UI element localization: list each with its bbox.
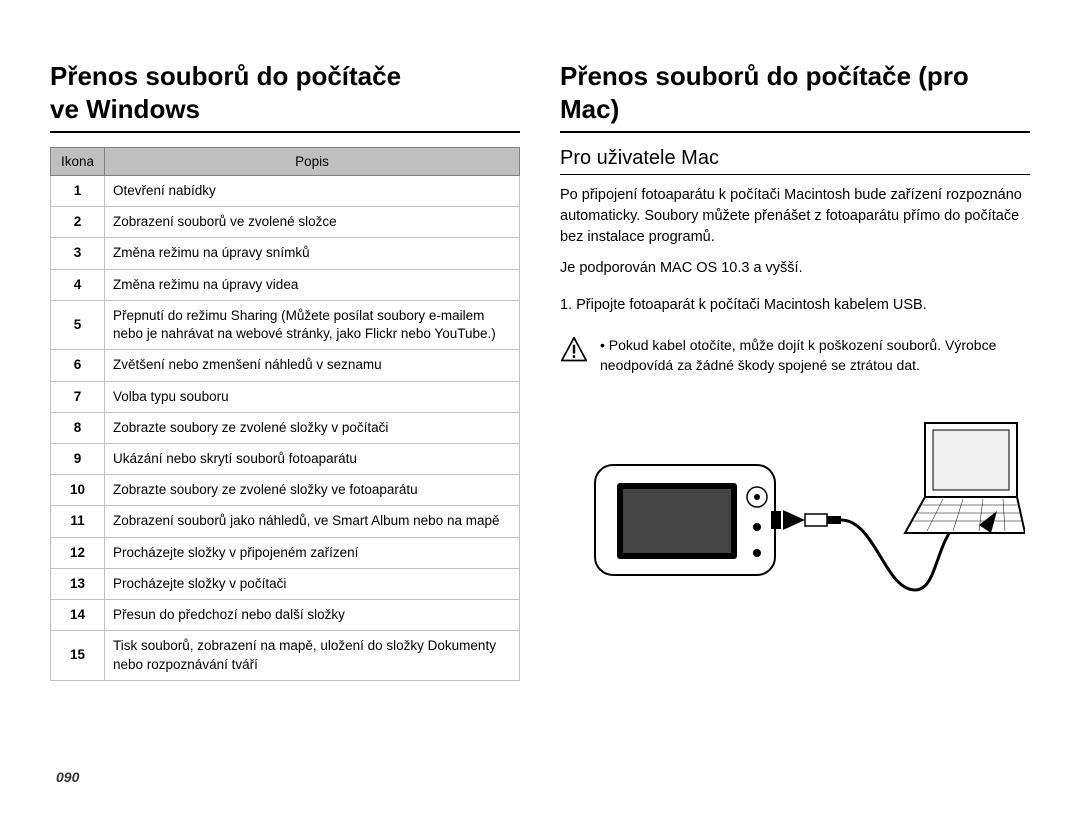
- row-number: 3: [51, 238, 105, 269]
- warning-block: Pokud kabel otočíte, může dojít k poškoz…: [560, 336, 1030, 375]
- table-row: 7Volba typu souboru: [51, 381, 520, 412]
- row-description: Zvětšení nebo zmenšení náhledů v seznamu: [105, 350, 520, 381]
- row-number: 1: [51, 176, 105, 207]
- right-column: Přenos souborů do počítače (pro Mac) Pro…: [560, 60, 1030, 681]
- table-header-row: Ikona Popis: [51, 148, 520, 176]
- table-row: 8Zobrazte soubory ze zvolené složky v po…: [51, 412, 520, 443]
- table-row: 2Zobrazení souborů ve zvolené složce: [51, 207, 520, 238]
- laptop-icon: [905, 423, 1025, 533]
- table-row: 15Tisk souborů, zobrazení na mapě, ulože…: [51, 631, 520, 680]
- row-description: Procházejte složky v připojeném zařízení: [105, 537, 520, 568]
- table-row: 10Zobrazte soubory ze zvolené složky ve …: [51, 475, 520, 506]
- row-number: 15: [51, 631, 105, 680]
- right-heading: Přenos souborů do počítače (pro Mac): [560, 60, 1030, 133]
- row-number: 6: [51, 350, 105, 381]
- row-number: 9: [51, 443, 105, 474]
- camera-icon: [595, 465, 781, 575]
- row-number: 10: [51, 475, 105, 506]
- row-description: Volba typu souboru: [105, 381, 520, 412]
- row-description: Zobrazte soubory ze zvolené složky v poč…: [105, 412, 520, 443]
- camera-to-laptop-illustration: [560, 405, 1030, 615]
- row-description: Přepnutí do režimu Sharing (Můžete posíl…: [105, 300, 520, 349]
- row-number: 12: [51, 537, 105, 568]
- table-body: 1Otevření nabídky2Zobrazení souborů ve z…: [51, 176, 520, 681]
- page-number: 090: [56, 769, 79, 785]
- table-header-desc: Popis: [105, 148, 520, 176]
- table-row: 9Ukázání nebo skrytí souborů fotoaparátu: [51, 443, 520, 474]
- row-number: 2: [51, 207, 105, 238]
- row-number: 7: [51, 381, 105, 412]
- left-heading: Přenos souborů do počítače ve Windows: [50, 60, 520, 133]
- arrow-icon: [783, 510, 805, 530]
- table-row: 1Otevření nabídky: [51, 176, 520, 207]
- row-description: Otevření nabídky: [105, 176, 520, 207]
- row-description: Přesun do předchozí nebo další složky: [105, 600, 520, 631]
- row-number: 5: [51, 300, 105, 349]
- row-number: 11: [51, 506, 105, 537]
- table-row: 5Přepnutí do režimu Sharing (Můžete posí…: [51, 300, 520, 349]
- row-description: Zobrazte soubory ze zvolené složky ve fo…: [105, 475, 520, 506]
- row-description: Zobrazení souborů ve zvolené složce: [105, 207, 520, 238]
- row-number: 4: [51, 269, 105, 300]
- page-columns: Přenos souborů do počítače ve Windows Ik…: [50, 60, 1030, 681]
- row-description: Změna režimu na úpravy snímků: [105, 238, 520, 269]
- left-column: Přenos souborů do počítače ve Windows Ik…: [50, 60, 520, 681]
- right-subtitle: Pro uživatele Mac: [560, 147, 1030, 175]
- warning-text: Pokud kabel otočíte, může dojít k poškoz…: [600, 336, 1030, 375]
- warning-triangle-icon: [560, 336, 588, 364]
- row-description: Tisk souborů, zobrazení na mapě, uložení…: [105, 631, 520, 680]
- table-row: 3Změna režimu na úpravy snímků: [51, 238, 520, 269]
- table-row: 13Procházejte složky v počítači: [51, 568, 520, 599]
- intro-paragraph-1: Po připojení fotoaparátu k počítači Maci…: [560, 185, 1030, 248]
- heading-line-2: ve Windows: [50, 94, 200, 124]
- table-row: 4Změna režimu na úpravy videa: [51, 269, 520, 300]
- table-row: 14Přesun do předchozí nebo další složky: [51, 600, 520, 631]
- row-description: Procházejte složky v počítači: [105, 568, 520, 599]
- row-number: 13: [51, 568, 105, 599]
- row-description: Změna režimu na úpravy videa: [105, 269, 520, 300]
- table-row: 12Procházejte složky v připojeném zaříze…: [51, 537, 520, 568]
- heading-line-1: Přenos souborů do počítače: [50, 61, 401, 91]
- table-row: 11Zobrazení souborů jako náhledů, ve Sma…: [51, 506, 520, 537]
- intro-paragraph-2: Je podporován MAC OS 10.3 a vyšší.: [560, 258, 1030, 279]
- table-header-icon: Ikona: [51, 148, 105, 176]
- table-row: 6Zvětšení nebo zmenšení náhledů v seznam…: [51, 350, 520, 381]
- row-description: Ukázání nebo skrytí souborů fotoaparátu: [105, 443, 520, 474]
- row-number: 14: [51, 600, 105, 631]
- row-number: 8: [51, 412, 105, 443]
- step-1: 1. Připojte fotoaparát k počítači Macint…: [560, 295, 1030, 316]
- icon-description-table: Ikona Popis 1Otevření nabídky2Zobrazení …: [50, 147, 520, 681]
- row-description: Zobrazení souborů jako náhledů, ve Smart…: [105, 506, 520, 537]
